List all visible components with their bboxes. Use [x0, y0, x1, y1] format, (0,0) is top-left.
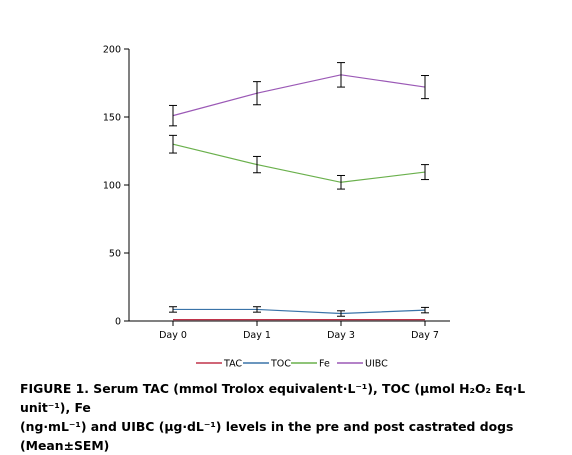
series-line	[172, 143, 426, 183]
caption-line-1: FIGURE 1. Serum TAC (mmol Trolox equival…	[20, 381, 526, 415]
legend-label-toc: TOC	[270, 359, 291, 370]
x-tick-label: Day 7	[411, 330, 439, 341]
y-tick-label: 150	[103, 113, 121, 124]
y-tick-label: 200	[103, 45, 121, 56]
figure-caption: FIGURE 1. Serum TAC (mmol Trolox equival…	[20, 379, 560, 455]
x-tick-label: Day 3	[327, 330, 355, 341]
line-chart: 0 50 100 150 200 Day 0 Day 1 Day 3 Day 7 TAC TOC F…	[103, 45, 450, 370]
y-tick-label: 0	[115, 317, 121, 328]
legend-label-fe: Fe	[319, 359, 330, 370]
series-line	[172, 74, 426, 117]
x-tick-label: Day 1	[243, 330, 271, 341]
chart-axes: 0 50 100 150 200 Day 0 Day 1 Day 3 Day 7	[103, 45, 450, 341]
y-tick-label: 100	[103, 181, 121, 192]
figure: 0 50 100 150 200 Day 0 Day 1 Day 3 Day 7 TAC TOC F…	[20, 45, 525, 454]
caption-line-2: (ng·mL⁻¹) and UIBC (µg·dL⁻¹) levels in t…	[20, 419, 514, 453]
series-line	[173, 308, 426, 315]
series-toc	[169, 306, 429, 317]
y-tick-label: 50	[109, 249, 121, 260]
chart-legend: TAC TOC Fe UIBC	[196, 359, 388, 370]
series-uibc	[169, 62, 429, 127]
chart-series	[169, 62, 429, 321]
legend-label-tac: TAC	[223, 359, 242, 370]
x-tick-label: Day 0	[159, 330, 187, 341]
legend-label-uibc: UIBC	[365, 359, 388, 370]
series-fe	[169, 134, 429, 190]
